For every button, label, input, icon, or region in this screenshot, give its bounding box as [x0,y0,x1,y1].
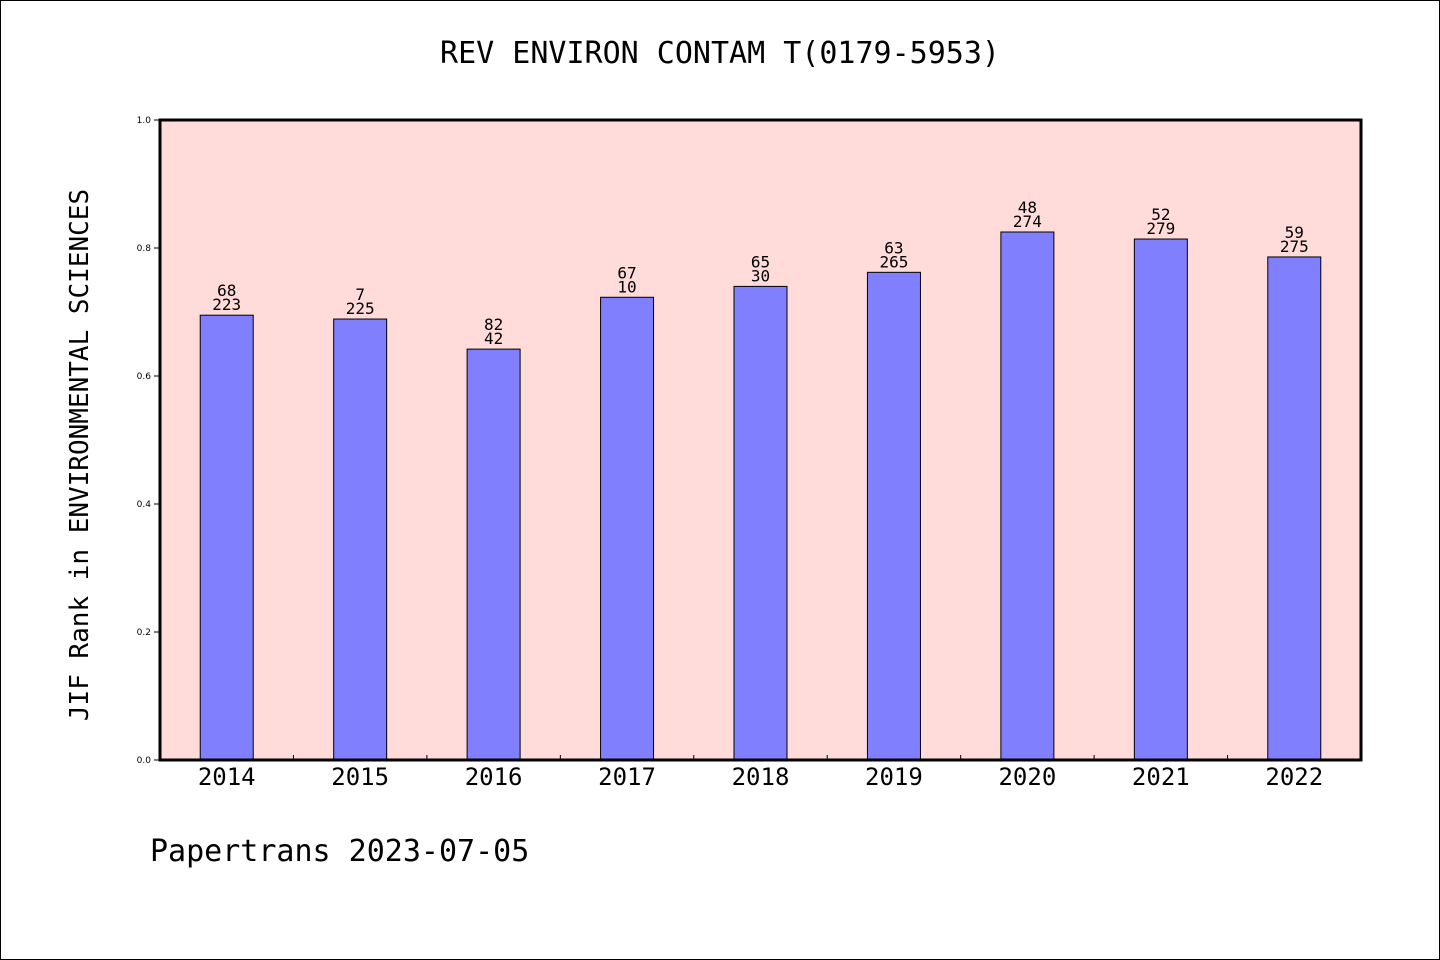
bar-label-rank: 67 [617,263,636,282]
bar-label-rank: 82 [484,315,503,334]
bar-label-rank: 52 [1151,205,1170,224]
y-tick-label: 0.0 [137,756,152,766]
bar-2020 [1000,231,1055,761]
bar-label-total: 225 [346,299,375,318]
x-tick-label: 2020 [998,763,1056,791]
y-tick-label: 1.0 [137,116,152,126]
y-tick-label: 0.4 [137,500,152,510]
chart-title: REV ENVIRON CONTAM T(0179-5953) [440,36,1000,71]
plot-frame [158,118,1363,762]
bar-label-rank: 65 [751,252,770,271]
x-tick-label: 2015 [331,763,389,791]
bar-label-rank: 68 [217,281,236,300]
bar-label-total: 10 [617,277,636,296]
bar-2016 [466,348,521,761]
bar-label-total: 30 [751,266,770,285]
x-tick-label: 2016 [465,763,523,791]
x-tick-label: 2021 [1132,763,1190,791]
bar-label-total: 42 [484,329,503,348]
bar-2021 [1133,238,1188,761]
bar-label-total: 265 [879,252,908,271]
x-tick-label: 2022 [1265,763,1323,791]
x-tick-label: 2017 [598,763,656,791]
bar-2015 [333,318,388,761]
bar-label-total: 279 [1146,219,1175,238]
bar-label-total: 274 [1013,212,1042,231]
bar-label-rank: 7 [355,285,365,304]
bar-label-total: 275 [1280,237,1309,256]
y-tick-label: 0.6 [137,372,152,382]
bar-label-rank: 48 [1018,198,1037,217]
y-tick-label: 0.2 [137,628,151,638]
bar-label-total: 223 [212,295,241,314]
bar-label-rank: 63 [884,238,903,257]
bar-label-rank: 59 [1285,223,1304,242]
bar-2022 [1267,256,1322,761]
bar-2017 [600,296,655,761]
bar-2014 [199,314,254,761]
x-tick-label: 2014 [198,763,256,791]
footer-credit: Papertrans 2023-07-05 [150,834,530,869]
bar-2019 [866,271,921,761]
x-tick-label: 2019 [865,763,923,791]
bar-2018 [733,285,788,761]
y-tick-label: 0.8 [137,244,152,254]
x-tick-label: 2018 [732,763,790,791]
